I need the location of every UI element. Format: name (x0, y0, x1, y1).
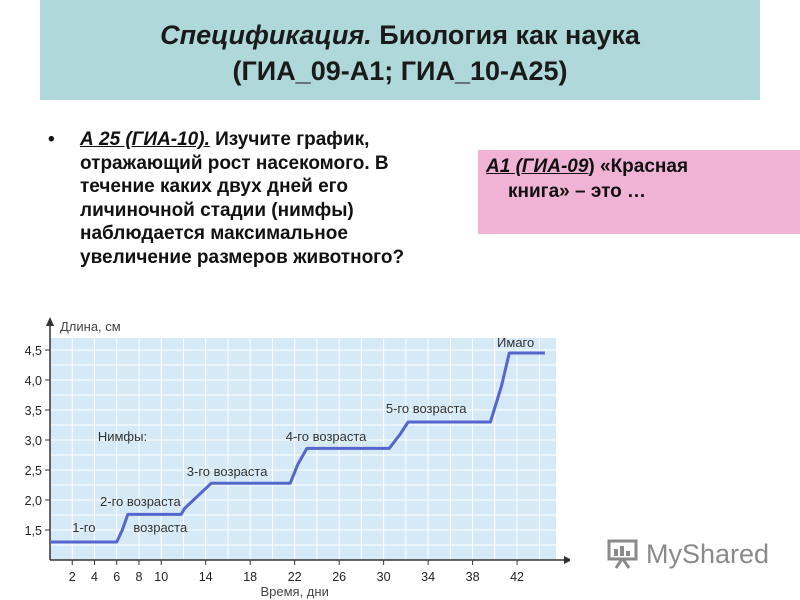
x-tick-label: 4 (91, 570, 98, 584)
growth-chart: 2 4 6 8 10 14 18 22 26 30 34 38 42 1,5 2,0 2,5 3,0 3,5 4,0… (25, 317, 570, 599)
side-question-text-a: ) «Красная (588, 156, 689, 177)
chart-annotation: Имаго (497, 335, 534, 350)
growth-line (50, 351, 545, 544)
y-axis-arrow (46, 317, 54, 326)
logo-text: MyShared (646, 538, 770, 569)
title-main: Биология как наука (371, 20, 640, 50)
chart-annotation: возраста (133, 520, 188, 535)
chart-annotation: 4-го возраста (286, 429, 367, 444)
y-tick-label: 1,5 (25, 524, 42, 538)
x-tick-label: 34 (421, 570, 435, 584)
title-emphasis: Спецификация. (160, 20, 372, 50)
title-line-2: (ГИА_09-А1; ГИА_10-А25) (232, 56, 568, 86)
chart-annotation: 3-го возраста (187, 464, 268, 479)
presentation-board-icon (607, 539, 638, 569)
x-tick-label: 22 (288, 570, 302, 584)
y-tick-label: 3,0 (25, 434, 42, 448)
x-axis-arrow (564, 556, 570, 564)
y-tick-label: 3,5 (25, 404, 42, 418)
question-reference: А 25 (ГИА-10). (80, 129, 210, 150)
side-question-reference: А1 (ГИА-09 (486, 156, 589, 177)
chart-annotation: 5-го возраста (386, 401, 467, 416)
y-tick-label: 2,0 (25, 494, 42, 508)
x-axis-label: Время, дни (260, 584, 328, 599)
y-tick-label: 2,5 (25, 464, 42, 478)
chart-annotation: 1-го (72, 520, 95, 535)
title-line-1: Спецификация. Биология как наука (40, 17, 760, 53)
x-tick-label: 38 (466, 570, 480, 584)
question-text: Изучите график, отражающий рост насекомо… (80, 129, 405, 268)
x-tick-label: 18 (243, 570, 257, 584)
y-axis-label: Длина, см (60, 319, 121, 334)
title-banner: Спецификация. Биология как наука (ГИА_09… (40, 0, 760, 100)
x-tick-label: 14 (199, 570, 213, 584)
x-tick-label: 2 (69, 570, 76, 584)
x-tick-label: 10 (154, 570, 168, 584)
question-block: • А 25 (ГИА-10). Изучите график, отражаю… (48, 128, 460, 270)
x-tick-label: 42 (510, 570, 524, 584)
logo: MyShared (606, 534, 769, 574)
plot-area (50, 338, 556, 560)
x-tick-label: 26 (332, 570, 346, 584)
side-question-text-b: книга» – это … (508, 181, 647, 202)
y-tick-label: 4,5 (25, 344, 42, 358)
x-tick-label: 6 (113, 570, 120, 584)
side-question-box: А1 (ГИА-09) «Красная книга» – это … (478, 150, 800, 234)
x-tick-label: 8 (135, 570, 142, 584)
y-tick-label: 4,0 (25, 374, 42, 388)
chart-annotation: Нимфы: (98, 429, 147, 444)
chart-annotation: 2-го возраста (100, 494, 181, 509)
x-tick-label: 30 (377, 570, 391, 584)
bullet-marker: • (48, 129, 55, 150)
